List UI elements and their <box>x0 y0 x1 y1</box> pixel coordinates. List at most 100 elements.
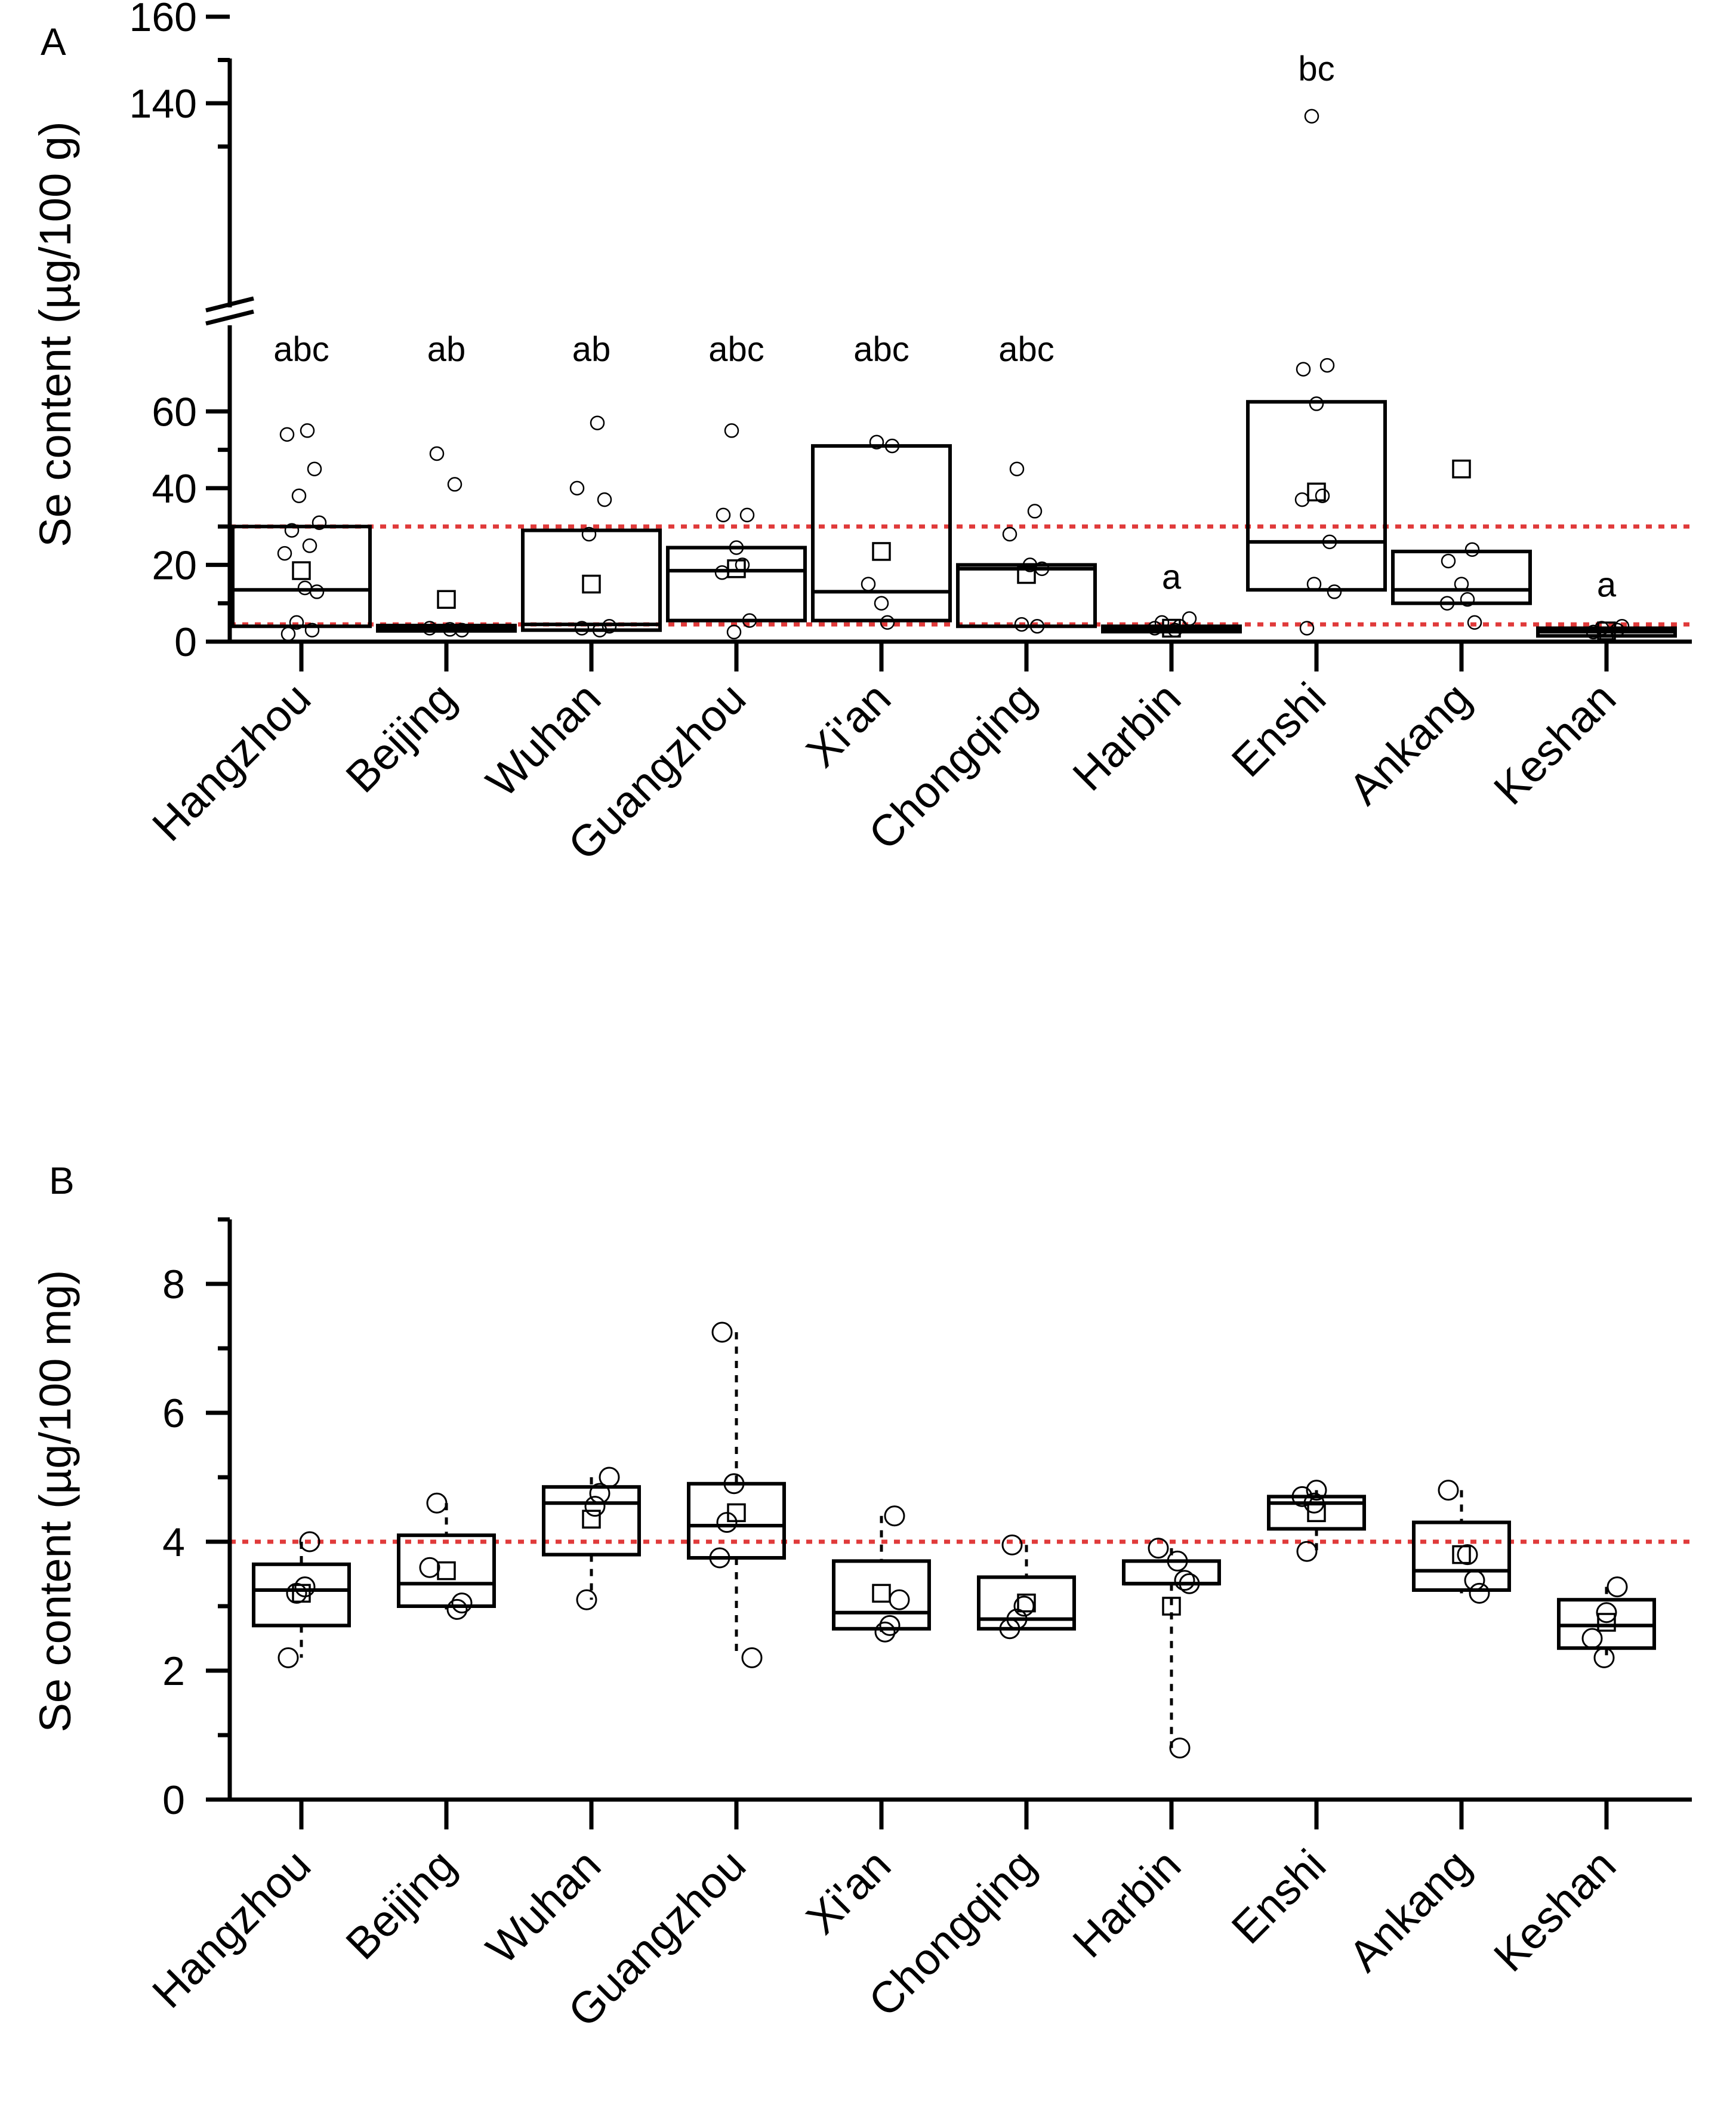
panel-b-category-label: Wuhan <box>477 1840 610 1974</box>
panel-a-box <box>666 546 807 623</box>
panel-a-category-label: Harbin <box>1063 673 1190 800</box>
panel-a-data-point <box>590 415 605 430</box>
panel-b-data-point <box>723 1473 745 1495</box>
panel-a-data-point <box>869 435 884 449</box>
panel-a-significance-label: abc <box>273 330 329 369</box>
panel-b-data-point <box>1296 1541 1318 1562</box>
panel-b-data-point <box>716 1512 738 1533</box>
panel-a-data-point <box>1022 557 1038 572</box>
panel-a-data-point <box>1306 577 1322 592</box>
panel-a-data-point <box>1315 488 1330 503</box>
panel-b-category-label: Xi'an <box>797 1840 900 1943</box>
panel-a-significance-label: abc <box>998 330 1054 369</box>
panel-b-box <box>1267 1495 1366 1531</box>
panel-b-data-point <box>451 1592 473 1614</box>
panel-a-data-point <box>597 492 612 507</box>
panel-a-data-point <box>1182 611 1197 626</box>
panel-a-data-point <box>735 557 750 572</box>
panel-a-y-tick-label: 0 <box>174 620 197 665</box>
panel-a-data-point <box>1029 619 1045 634</box>
panel-a-data-point <box>1586 624 1601 640</box>
panel-b-data-point <box>1148 1538 1169 1559</box>
panel-b-data-point <box>1306 1480 1327 1501</box>
panel-b-y-tick-label: 6 <box>162 1391 185 1436</box>
panel-a-data-point <box>447 477 462 492</box>
panel-b-category-label: Ankang <box>1339 1840 1480 1981</box>
panel-b-label: B <box>49 1159 75 1202</box>
panel-a-data-point <box>742 613 757 628</box>
panel-a-data-point <box>454 623 470 637</box>
panel-a-y-tick-label: 160 <box>129 0 197 40</box>
panel-a-significance-label: a <box>1597 565 1617 604</box>
panel-b-category-label: Keshan <box>1484 1840 1625 1981</box>
panel-b-chart: B Se content (µg/100 mg) 0 2 4 6 8 Hangzhou Be… <box>30 1159 1692 2037</box>
panel-a-data-point <box>1327 584 1342 599</box>
panel-a-data-point <box>422 621 437 636</box>
panel-a-data-point <box>300 423 315 438</box>
panel-a-box-mean <box>1597 621 1616 640</box>
panel-b-category-label: Beijing <box>337 1840 465 1969</box>
panel-b-data-point <box>426 1492 448 1514</box>
panel-b-data-point <box>294 1576 316 1598</box>
panel-a-data-point <box>1167 623 1183 637</box>
panel-a-data-point <box>1309 396 1324 411</box>
panel-a-box-mean <box>292 561 311 580</box>
panel-a-data-point <box>724 423 739 438</box>
panel-b-data-point <box>1469 1582 1490 1604</box>
panel-b-data-point <box>1001 1534 1023 1555</box>
panel-a-data-point <box>1304 109 1319 124</box>
panel-b-data-point <box>1457 1544 1478 1566</box>
panel-a-y-tick-label: 140 <box>129 81 197 127</box>
panel-a-data-point <box>1467 615 1482 630</box>
panel-b-box <box>252 1562 351 1628</box>
panel-b-box-mean <box>1307 1503 1326 1523</box>
panel-b-box <box>977 1575 1076 1631</box>
panel-b-box <box>832 1559 931 1631</box>
panel-a-data-point <box>297 580 313 596</box>
panel-b-box <box>542 1485 641 1557</box>
panel-a-y-tick-label: 40 <box>152 466 197 512</box>
panel-b-data-point <box>1179 1573 1200 1594</box>
panel-a-data-point <box>309 584 325 599</box>
panel-a-box-mean <box>872 542 891 561</box>
panel-b-category-label: Hangzhou <box>143 1840 320 2017</box>
panel-a-data-point <box>739 507 755 523</box>
panel-a-data-point <box>569 480 585 496</box>
panel-b-data-point <box>589 1483 610 1504</box>
panel-a-data-point <box>279 427 295 442</box>
panel-a-box <box>811 444 952 623</box>
panel-a-data-point <box>1441 553 1456 569</box>
panel-b-data-point <box>1291 1486 1313 1507</box>
panel-b-data-point <box>1006 1609 1028 1630</box>
panel-a-data-point <box>442 622 458 637</box>
panel-a-box-mean <box>1307 482 1326 502</box>
panel-a-data-point <box>1002 526 1017 542</box>
panel-b-data-point <box>1596 1602 1617 1624</box>
panel-b-box <box>397 1533 496 1608</box>
panel-a-significance-label: abc <box>708 330 764 369</box>
panel-b-data-point <box>889 1589 910 1610</box>
panel-a-data-point <box>581 526 597 542</box>
panel-a-y-tick-label: 60 <box>152 389 197 435</box>
panel-b-category-label: Harbin <box>1063 1840 1190 1967</box>
panel-a-axis-break-mark-bottom <box>205 309 254 326</box>
panel-a-data-point <box>1319 358 1335 373</box>
panel-a-data-point <box>280 626 296 642</box>
panel-a-axis-break-mark-top <box>205 296 254 313</box>
panel-b-data-point <box>874 1621 896 1643</box>
panel-a-category-label: Hangzhou <box>143 673 320 851</box>
panel-b-data-point <box>1169 1738 1191 1759</box>
panel-a-category-label: Xi'an <box>797 673 900 777</box>
panel-b-box <box>1412 1520 1511 1592</box>
panel-a-data-point <box>1439 596 1455 611</box>
panel-a-data-point <box>1299 621 1315 636</box>
panel-b-box-mean <box>1597 1613 1616 1632</box>
panel-a-data-point <box>1614 619 1630 634</box>
panel-a-data-point <box>714 565 730 580</box>
panel-a-data-point <box>1454 577 1469 592</box>
panel-a-data-point <box>312 515 327 530</box>
panel-a-category-label: Ankang <box>1339 673 1480 814</box>
panel-b-data-point <box>299 1531 320 1552</box>
panel-b-y-tick-label: 4 <box>162 1520 185 1565</box>
panel-a-data-point <box>1294 492 1310 507</box>
